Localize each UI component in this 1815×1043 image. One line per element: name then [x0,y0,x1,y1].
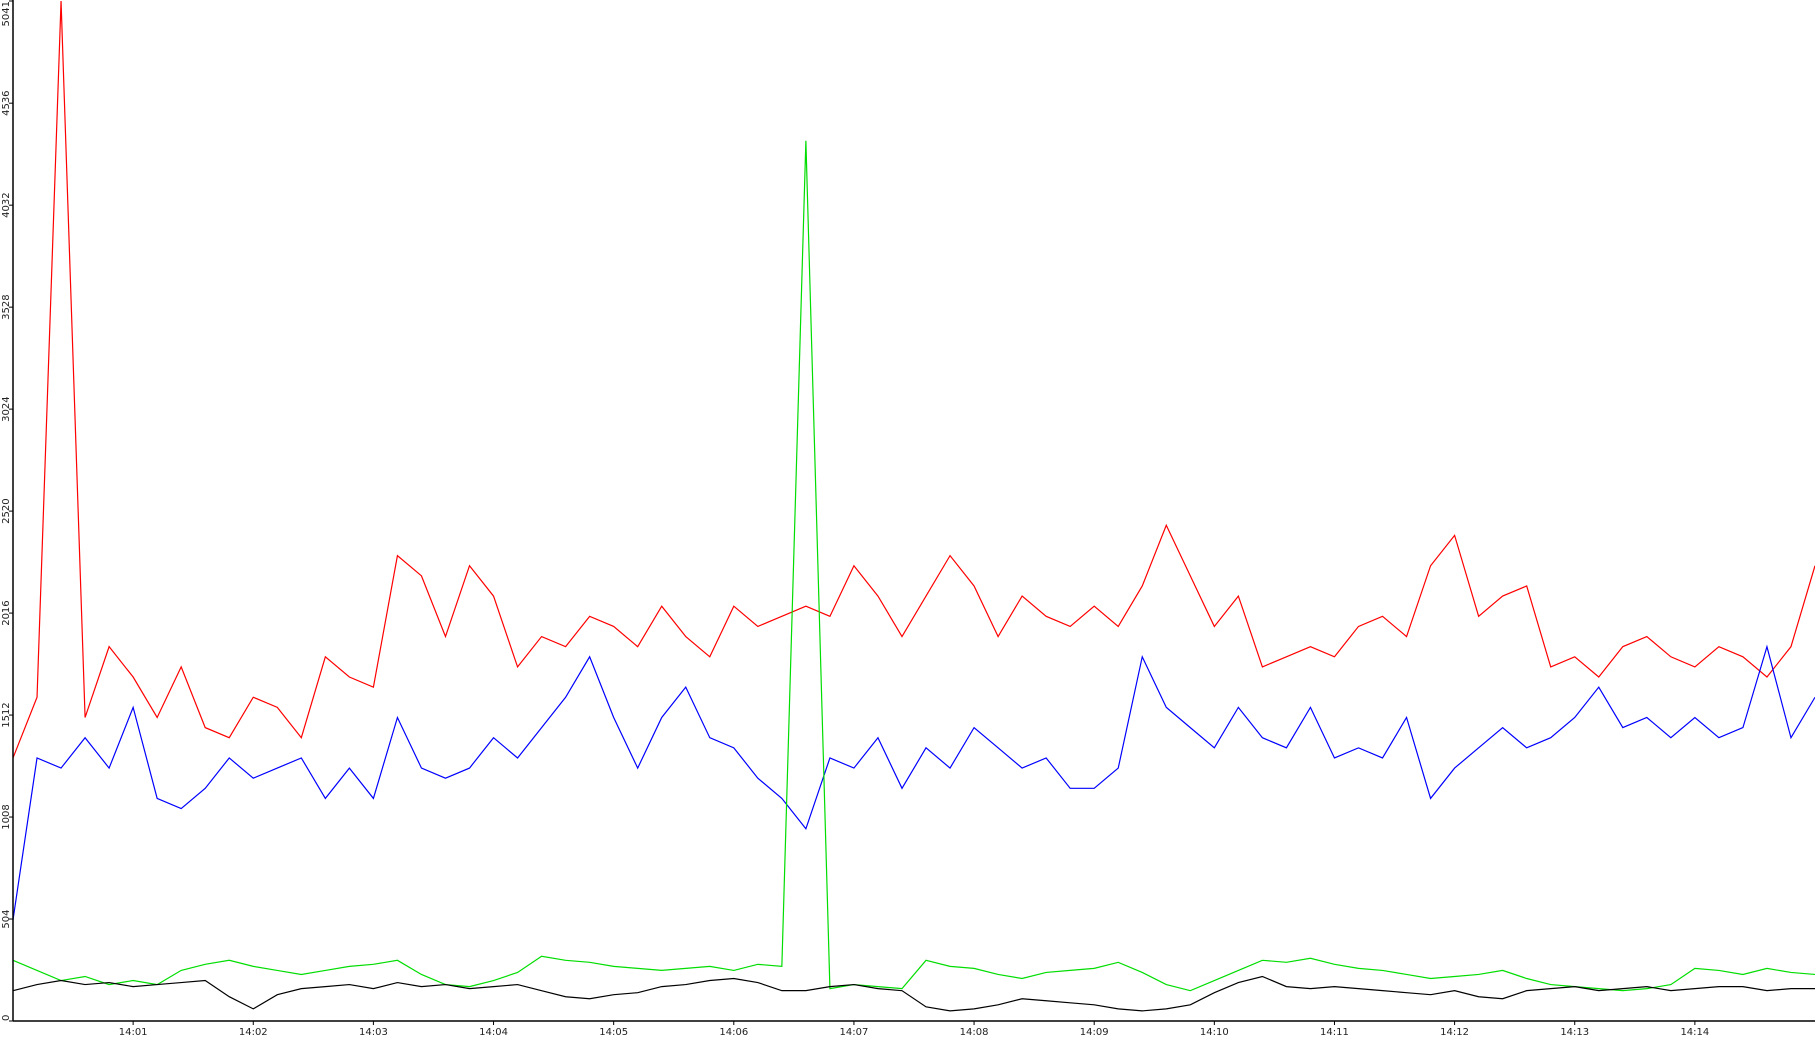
x-tick-label: 14:07 [840,1027,869,1038]
y-tick-label: 1512 [1,702,12,727]
x-tick-label: 14:11 [1320,1027,1349,1038]
y-tick-label: 0 [1,1015,12,1021]
y-tick-label: 4032 [1,192,12,217]
x-tick-label: 14:01 [119,1027,148,1038]
x-tick-label: 14:05 [599,1027,628,1038]
y-tick-label: 5041 [1,1,12,26]
x-tick-label: 14:10 [1200,1027,1229,1038]
x-tick-label: 14:12 [1440,1027,1469,1038]
x-tick-label: 14:09 [1080,1027,1109,1038]
series-line [12,140,1815,992]
x-tick-label: 14:04 [479,1027,508,1038]
x-tick-label: 14:08 [960,1027,989,1038]
series-line [12,0,1815,759]
y-tick-label: 1008 [1,804,12,829]
x-tick-label: 14:14 [1680,1027,1709,1038]
y-tick-label: 3024 [1,396,12,421]
x-tick-label: 14:03 [359,1027,388,1038]
y-tick-label: 3528 [1,294,12,319]
x-tick-label: 14:02 [239,1027,268,1038]
x-tick-label: 14:13 [1560,1027,1589,1038]
series-line [12,975,1815,1012]
y-tick-label: 2520 [1,498,12,523]
y-tick-label: 2016 [1,600,12,625]
y-tick-label: 504 [1,909,12,928]
series-line [12,644,1815,920]
x-tick-label: 14:06 [719,1027,748,1038]
y-tick-label: 4536 [1,90,12,115]
